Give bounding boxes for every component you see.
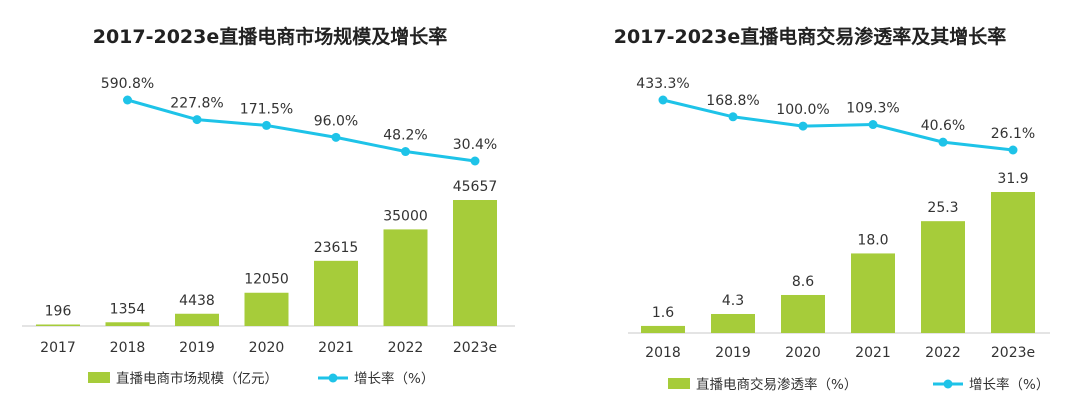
growth-rate-point: [868, 120, 878, 130]
growth-rate-point: [728, 112, 738, 122]
market-size-chart-panel: 2017-2023e直播电商市场规模及增长率 196 1354 4438 12050 2…: [22, 26, 515, 387]
legend-line-marker: [943, 379, 953, 389]
bar-value-label: 196: [45, 304, 72, 320]
legend-line-label: 增长率（%）: [969, 376, 1049, 393]
x-tick-label: 2021: [318, 340, 354, 356]
chart-title: 2017-2023e直播电商市场规模及增长率: [92, 26, 448, 48]
growth-rate-label: 590.8%: [101, 76, 154, 92]
market-size-chart: 196 1354 4438 12050 23615 35000 45657 2017 2018 2…: [22, 76, 515, 387]
x-tick-label: 2020: [249, 340, 285, 356]
bar: [36, 324, 80, 326]
legend-bar-swatch: [668, 378, 690, 389]
bar-value-label: 4.3: [722, 293, 744, 309]
growth-rate-label: 30.4%: [453, 137, 497, 153]
bar: [244, 292, 289, 326]
x-tick-label: 2023e: [991, 345, 1035, 361]
bar: [105, 322, 150, 326]
growth-rate-point: [192, 115, 202, 125]
legend-bar-label: 直播电商市场规模（亿元）: [116, 370, 278, 387]
bar: [851, 253, 895, 333]
growth-rate-label: 100.0%: [776, 102, 829, 118]
growth-rate-point: [798, 121, 808, 131]
bar-value-label: 18.0: [857, 232, 888, 248]
bar-value-label: 1354: [110, 301, 146, 317]
x-tick-label: 2023e: [453, 340, 497, 356]
growth-rate-label: 171.5%: [240, 101, 293, 117]
bar-value-label: 31.9: [997, 171, 1028, 187]
growth-rate-point: [331, 132, 341, 142]
growth-rate-label: 227.8%: [170, 96, 223, 112]
x-tick-label: 2018: [645, 345, 681, 361]
growth-rate-point: [401, 147, 410, 157]
legend-bar-label: 直播电商交易渗透率（%）: [696, 376, 857, 393]
growth-rate-line: [662, 98, 1014, 152]
bar: [921, 221, 965, 333]
x-tick-label: 2022: [388, 340, 424, 356]
bar: [781, 294, 825, 333]
growth-rate-point: [938, 137, 948, 147]
growth-rate-label: 96.0%: [314, 113, 358, 129]
x-tick-label: 2018: [110, 340, 146, 356]
x-tick-label: 2017: [40, 340, 76, 356]
x-tick-label: 2019: [179, 340, 215, 356]
bar-value-label: 1.6: [652, 305, 674, 321]
bar-value-label: 8.6: [792, 274, 814, 290]
bar-value-label: 4438: [179, 293, 215, 309]
bar: [175, 313, 219, 326]
legend-line-label: 增长率（%）: [354, 370, 434, 387]
bar: [453, 200, 497, 326]
penetration-rate-chart: 1.6 4.3 8.6 18.0 25.3 31.9 2018 2019 2020 2021 202…: [628, 76, 1050, 393]
growth-rate-label: 48.2%: [383, 128, 427, 144]
chart-title: 2017-2023e直播电商交易渗透率及其增长率: [613, 26, 1007, 48]
growth-rate-point: [262, 120, 271, 130]
x-tick-label: 2020: [785, 345, 821, 361]
bar: [991, 192, 1035, 333]
x-tick-label: 2022: [925, 345, 961, 361]
growth-rate-label: 168.8%: [706, 93, 759, 109]
growth-rate-label: 40.6%: [921, 118, 965, 134]
growth-rate-label: 109.3%: [846, 101, 899, 117]
bar-value-label: 35000: [383, 208, 428, 224]
bar: [711, 313, 755, 333]
penetration-rate-chart-panel: 2017-2023e直播电商交易渗透率及其增长率 1.6 4.3 8.6 18.0 25…: [540, 0, 1080, 416]
growth-rate-label: 26.1%: [991, 126, 1035, 142]
bar-value-label: 23615: [314, 240, 359, 256]
growth-rate-line: [127, 98, 476, 163]
growth-rate-point: [658, 95, 668, 105]
growth-rate-point: [470, 156, 480, 166]
bar-value-label: 25.3: [927, 200, 958, 216]
bar: [383, 229, 428, 326]
bar-value-label: 45657: [453, 179, 498, 195]
growth-rate-point: [123, 95, 132, 105]
growth-rate-label: 433.3%: [636, 76, 689, 92]
bar: [641, 325, 685, 333]
legend-bar-swatch: [88, 372, 110, 383]
bar-value-label: 12050: [244, 272, 289, 288]
legend-line-marker: [328, 373, 338, 383]
bar: [314, 260, 358, 326]
growth-rate-point: [1008, 145, 1018, 155]
x-tick-label: 2021: [855, 345, 891, 361]
x-tick-label: 2019: [715, 345, 751, 361]
